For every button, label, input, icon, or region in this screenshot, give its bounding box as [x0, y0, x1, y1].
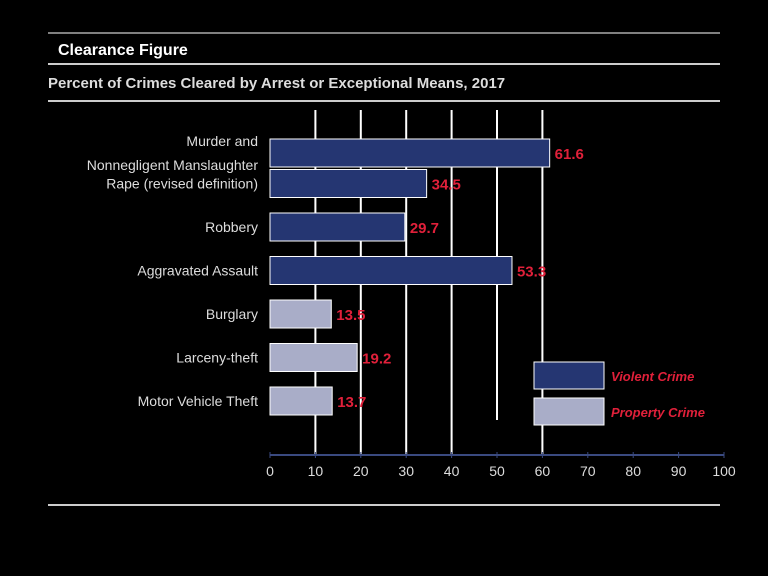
legend-label: Property Crime [611, 405, 705, 420]
data-label: 61.6 [555, 146, 584, 163]
data-label: 34.5 [432, 177, 461, 194]
legend-swatch [533, 361, 605, 390]
category-label: Motor Vehicle Theft [138, 393, 258, 409]
x-tick-label: 70 [580, 463, 596, 479]
x-tick-label: 40 [444, 463, 460, 479]
category-label: Murder and [186, 133, 258, 149]
data-label: 29.7 [410, 220, 439, 237]
x-tick-label: 20 [353, 463, 369, 479]
bar [269, 138, 551, 168]
bar [269, 169, 428, 198]
x-tick-label: 0 [266, 463, 274, 479]
data-label: 19.2 [362, 351, 391, 368]
x-tick-label: 60 [535, 463, 551, 479]
bar [269, 386, 333, 416]
x-tick-label: 10 [308, 463, 324, 479]
data-label: 13.5 [336, 307, 365, 324]
category-label: Burglary [206, 306, 258, 322]
category-label: Rape (revised definition) [106, 176, 258, 192]
data-label: 13.7 [337, 394, 366, 411]
bar [269, 299, 332, 329]
x-tick-label: 80 [625, 463, 641, 479]
category-label: Robbery [205, 219, 258, 235]
bar [269, 212, 406, 242]
legend-label: Violent Crime [611, 369, 694, 384]
x-tick-label: 100 [712, 463, 736, 479]
figure-header: Clearance Figure [58, 42, 188, 59]
category-label: Larceny-theft [176, 350, 258, 366]
x-tick-label: 30 [398, 463, 414, 479]
bar [269, 343, 358, 372]
category-label: Aggravated Assault [137, 263, 258, 279]
x-tick-label: 90 [671, 463, 687, 479]
data-label: 53.3 [517, 264, 546, 281]
category-label: Nonnegligent Manslaughter [87, 157, 259, 173]
legend-swatch [533, 397, 605, 426]
bar [269, 256, 513, 285]
chart-title: Percent of Crimes Cleared by Arrest or E… [48, 75, 505, 92]
x-tick-label: 50 [489, 463, 505, 479]
